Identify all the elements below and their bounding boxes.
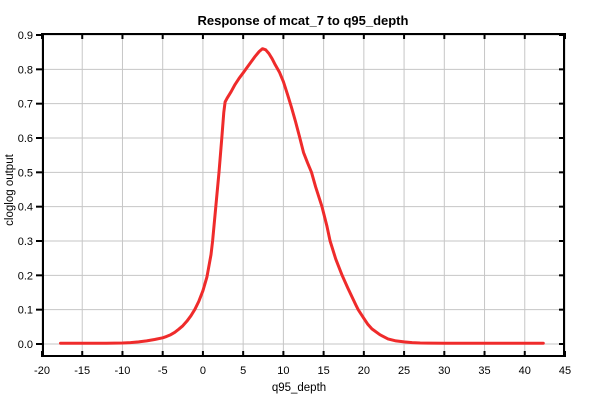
x-tick-label: -5: [158, 365, 168, 377]
response-curve: [59, 47, 545, 345]
x-tick-label: 15: [317, 365, 329, 377]
x-tick-label: -20: [34, 365, 50, 377]
x-tick-label: 10: [277, 365, 289, 377]
y-tick-label: 0.2: [18, 270, 33, 282]
y-tick-label: 0.6: [18, 133, 33, 145]
x-tick-label: 25: [398, 365, 410, 377]
y-tick-label: 0.3: [18, 236, 33, 248]
y-tick-label: 0.7: [18, 99, 33, 111]
x-tick-label: 40: [519, 365, 531, 377]
x-tick-label: 45: [559, 365, 571, 377]
y-tick-label: 0.8: [18, 64, 33, 76]
y-tick-label: 0.9: [18, 30, 33, 42]
gridlines: [41, 33, 566, 357]
plot-frame: [42, 33, 565, 357]
y-tick-label: 0.5: [18, 167, 33, 179]
x-tick-label: 0: [200, 365, 206, 377]
y-tick-label: 0.4: [18, 202, 33, 214]
axis-ticks: [36, 33, 566, 357]
chart-title: Response of mcat_7 to q95_depth: [198, 13, 409, 28]
x-tick-label: -10: [115, 365, 131, 377]
x-tick-labels: -20 -15 -10 -5 0 5 10 15 20 25 30 35 40 45: [34, 365, 571, 377]
y-tick-label: 0.0: [18, 339, 33, 351]
x-axis-label: q95_depth: [272, 382, 326, 394]
y-axis-label: cloglog output: [4, 153, 16, 225]
x-tick-label: 30: [438, 365, 450, 377]
x-tick-label: -15: [74, 365, 90, 377]
y-tick-labels: 0.0 0.1 0.2 0.3 0.4 0.5 0.6 0.7 0.8 0.9: [18, 30, 33, 351]
x-tick-label: 5: [240, 365, 246, 377]
x-tick-label: 35: [478, 365, 490, 377]
y-tick-label: 0.1: [18, 305, 33, 317]
x-tick-label: 20: [358, 365, 370, 377]
